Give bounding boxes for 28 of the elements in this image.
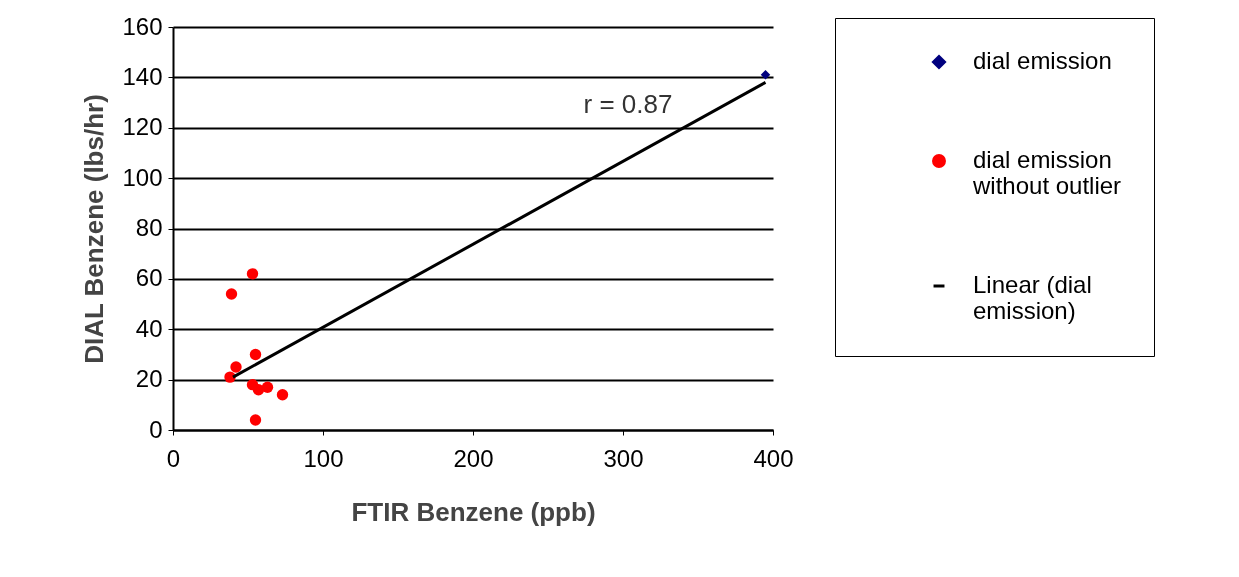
y-tick-label: 20 (135, 365, 163, 393)
y-tick-label: 40 (135, 314, 163, 342)
y-tick-label: 80 (135, 214, 163, 241)
legend-label: Linear (dial emission) (973, 271, 1092, 324)
y-axis-title: DIAL Benzene (lbs/hr) (79, 94, 110, 364)
point (249, 348, 262, 361)
y-tick-label: 60 (135, 264, 163, 292)
y-tick-label: 160 (122, 12, 163, 40)
x-tick-label: 200 (453, 444, 494, 472)
point (230, 361, 242, 373)
y-tick-label: 120 (122, 113, 163, 141)
x-tick-label: 400 (753, 444, 794, 472)
point (246, 268, 259, 280)
x-axis-title: FTIR Benzene (ppb) (351, 496, 596, 527)
point (249, 414, 262, 426)
y-tick-label: 0 (149, 415, 163, 443)
x-tick-label: 300 (603, 444, 644, 472)
point (225, 288, 238, 300)
x-tick-label: 0 (166, 444, 181, 472)
y-tick-label: 140 (122, 62, 163, 90)
legend-label: dial emission without outlier (972, 146, 1122, 199)
legend-label: dial emission (973, 47, 1112, 74)
annotation: r = 0.87 (583, 89, 673, 119)
point (261, 381, 274, 393)
y-tick-label: 100 (122, 163, 163, 191)
point (760, 70, 771, 80)
x-tick-label: 100 (303, 444, 344, 472)
point (276, 389, 289, 401)
